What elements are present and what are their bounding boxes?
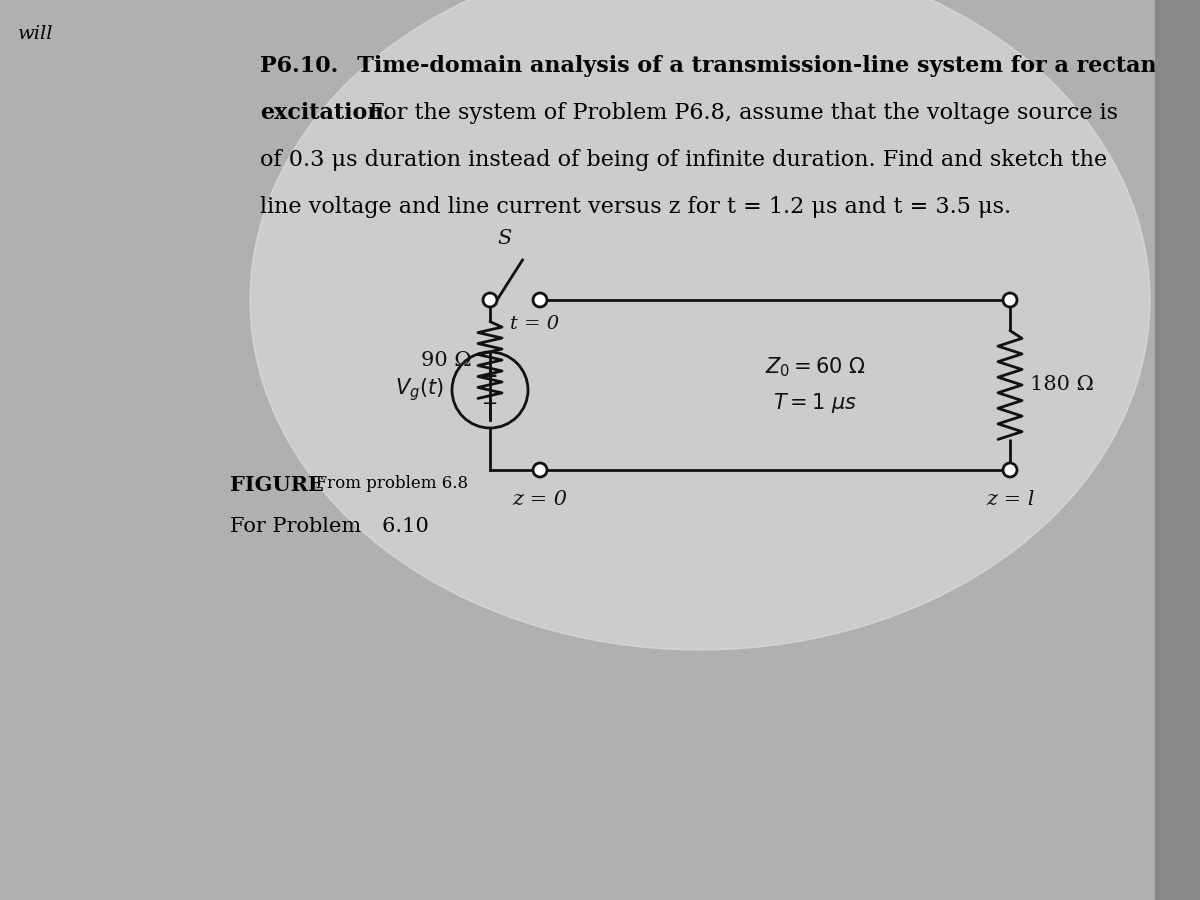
Circle shape	[533, 293, 547, 307]
Circle shape	[1003, 293, 1018, 307]
Text: 90 Ω: 90 Ω	[421, 350, 472, 370]
Text: From problem 6.8: From problem 6.8	[305, 475, 468, 492]
Text: For the system of Problem P6.8, assume that the voltage source is: For the system of Problem P6.8, assume t…	[362, 102, 1118, 124]
Text: −: −	[482, 393, 498, 412]
Text: $T = 1\ \mu s$: $T = 1\ \mu s$	[773, 391, 857, 415]
Text: will: will	[18, 25, 54, 43]
Text: z = l: z = l	[986, 490, 1034, 509]
Text: of 0.3 μs duration instead of being of infinite duration. Find and sketch the: of 0.3 μs duration instead of being of i…	[260, 149, 1108, 171]
Text: For Problem 6.10: For Problem 6.10	[230, 517, 428, 536]
Circle shape	[533, 463, 547, 477]
Bar	[1154, 0, 1200, 900]
Text: lis: lis	[1169, 878, 1186, 892]
Circle shape	[1003, 463, 1018, 477]
Text: FIGURE: FIGURE	[230, 475, 324, 495]
Text: Time-domain analysis of a transmission-line system for a rectangular pulse: Time-domain analysis of a transmission-l…	[335, 55, 1200, 77]
Ellipse shape	[250, 0, 1150, 650]
Circle shape	[482, 293, 497, 307]
Text: $Z_0 = 60\ \Omega$: $Z_0 = 60\ \Omega$	[764, 356, 865, 379]
Text: p: p	[1175, 861, 1186, 875]
Text: $V_g(t)$: $V_g(t)$	[395, 376, 444, 403]
Text: S: S	[498, 229, 512, 248]
Text: line voltage and line current versus z for t = 1.2 μs and t = 3.5 μs.: line voltage and line current versus z f…	[260, 196, 1012, 218]
Text: t = 0: t = 0	[510, 315, 559, 333]
Text: P6.10.: P6.10.	[260, 55, 338, 77]
Text: z = 0: z = 0	[512, 490, 568, 509]
Text: +: +	[481, 367, 498, 386]
Text: 180 Ω: 180 Ω	[1030, 375, 1094, 394]
Text: excitation.: excitation.	[260, 102, 391, 124]
